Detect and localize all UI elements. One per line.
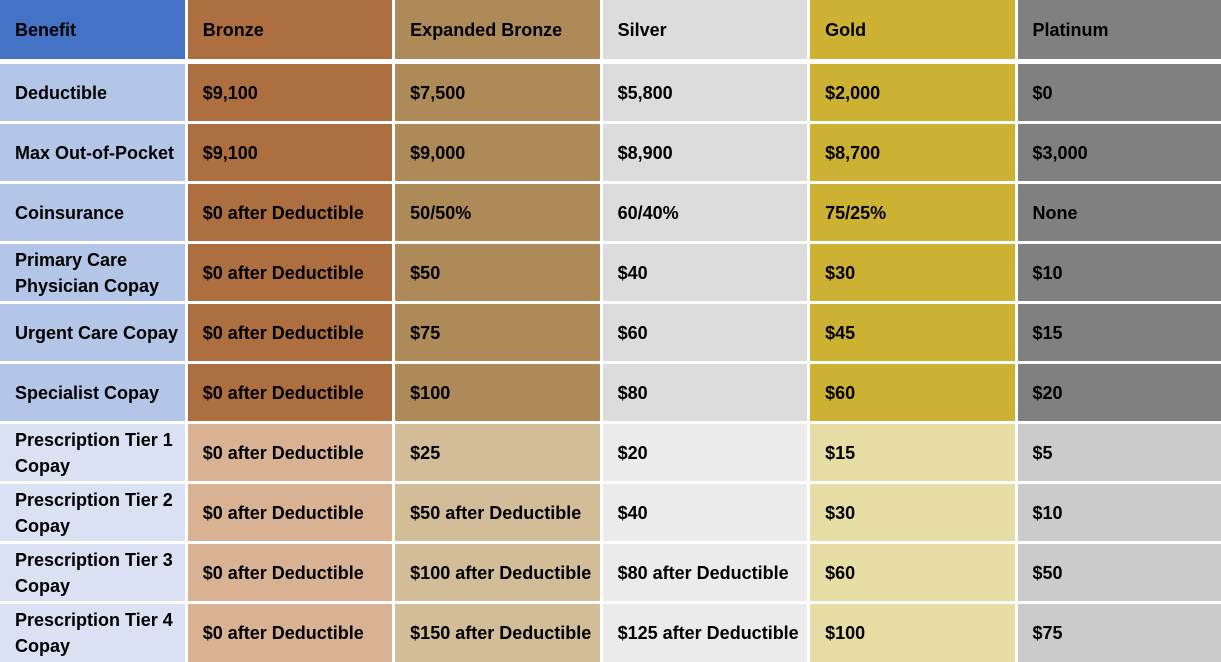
cell-silver: $80	[602, 364, 808, 421]
table-row-max-out-of-pocket: Max Out-of-Pocket $9,100 $9,000 $8,900 $…	[0, 124, 1221, 181]
cell-gold: $30	[810, 484, 1015, 541]
cell-bronze: $0 after Deductible	[187, 364, 393, 421]
table-row-rx-tier-3: Prescription Tier 3 Copay $0 after Deduc…	[0, 544, 1221, 601]
cell-bronze: $9,100	[187, 124, 393, 181]
cell-gold: 75/25%	[810, 184, 1015, 241]
cell-platinum: $0	[1017, 64, 1221, 121]
cell-platinum: $15	[1017, 304, 1221, 361]
row-label: Primary Care Physician Copay	[0, 244, 185, 301]
header-row: Benefit Bronze Expanded Bronze Silver Go…	[0, 0, 1221, 59]
table-row-rx-tier-1: Prescription Tier 1 Copay $0 after Deduc…	[0, 424, 1221, 481]
cell-platinum: $20	[1017, 364, 1221, 421]
cell-gold: $30	[810, 244, 1015, 301]
cell-bronze: $0 after Deductible	[187, 244, 393, 301]
cell-platinum: $50	[1017, 544, 1221, 601]
cell-platinum: $5	[1017, 424, 1221, 481]
cell-silver: $125 after Deductible	[602, 604, 808, 662]
header-expanded-bronze: Expanded Bronze	[395, 0, 600, 59]
cell-platinum: $3,000	[1017, 124, 1221, 181]
cell-gold: $15	[810, 424, 1015, 481]
table-row-rx-tier-2: Prescription Tier 2 Copay $0 after Deduc…	[0, 484, 1221, 541]
cell-gold: $100	[810, 604, 1015, 662]
table-row-coinsurance: Coinsurance $0 after Deductible 50/50% 6…	[0, 184, 1221, 241]
cell-gold: $8,700	[810, 124, 1015, 181]
header-benefit: Benefit	[0, 0, 185, 59]
header-platinum: Platinum	[1017, 0, 1221, 59]
cell-bronze: $0 after Deductible	[187, 544, 393, 601]
cell-platinum: $75	[1017, 604, 1221, 662]
cell-silver: $40	[602, 244, 808, 301]
cell-expanded-bronze: 50/50%	[395, 184, 600, 241]
cell-silver: $40	[602, 484, 808, 541]
row-label: Coinsurance	[0, 184, 185, 241]
cell-bronze: $0 after Deductible	[187, 604, 393, 662]
cell-expanded-bronze: $50 after Deductible	[395, 484, 600, 541]
cell-expanded-bronze: $50	[395, 244, 600, 301]
cell-expanded-bronze: $25	[395, 424, 600, 481]
table-row-urgent-care: Urgent Care Copay $0 after Deductible $7…	[0, 304, 1221, 361]
cell-silver: 60/40%	[602, 184, 808, 241]
header-silver: Silver	[602, 0, 808, 59]
cell-expanded-bronze: $100 after Deductible	[395, 544, 600, 601]
cell-bronze: $9,100	[187, 64, 393, 121]
row-label: Prescription Tier 3 Copay	[0, 544, 185, 601]
header-bronze: Bronze	[187, 0, 393, 59]
row-label: Deductible	[0, 64, 185, 121]
cell-silver: $8,900	[602, 124, 808, 181]
cell-gold: $2,000	[810, 64, 1015, 121]
cell-expanded-bronze: $100	[395, 364, 600, 421]
cell-expanded-bronze: $9,000	[395, 124, 600, 181]
cell-expanded-bronze: $75	[395, 304, 600, 361]
cell-bronze: $0 after Deductible	[187, 424, 393, 481]
cell-bronze: $0 after Deductible	[187, 184, 393, 241]
cell-silver: $5,800	[602, 64, 808, 121]
table-row-primary-care: Primary Care Physician Copay $0 after De…	[0, 244, 1221, 301]
cell-platinum: $10	[1017, 484, 1221, 541]
cell-silver: $60	[602, 304, 808, 361]
table-row-specialist: Specialist Copay $0 after Deductible $10…	[0, 364, 1221, 421]
cell-bronze: $0 after Deductible	[187, 304, 393, 361]
cell-expanded-bronze: $7,500	[395, 64, 600, 121]
cell-expanded-bronze: $150 after Deductible	[395, 604, 600, 662]
cell-gold: $45	[810, 304, 1015, 361]
row-label: Prescription Tier 4 Copay	[0, 604, 185, 662]
cell-bronze: $0 after Deductible	[187, 484, 393, 541]
cell-platinum: None	[1017, 184, 1221, 241]
row-label: Prescription Tier 2 Copay	[0, 484, 185, 541]
cell-silver: $80 after Deductible	[602, 544, 808, 601]
row-label: Prescription Tier 1 Copay	[0, 424, 185, 481]
table-row-rx-tier-4: Prescription Tier 4 Copay $0 after Deduc…	[0, 604, 1221, 662]
cell-silver: $20	[602, 424, 808, 481]
cell-gold: $60	[810, 544, 1015, 601]
row-label: Specialist Copay	[0, 364, 185, 421]
cell-platinum: $10	[1017, 244, 1221, 301]
table-row-deductible: Deductible $9,100 $7,500 $5,800 $2,000 $…	[0, 64, 1221, 121]
row-label: Urgent Care Copay	[0, 304, 185, 361]
row-label: Max Out-of-Pocket	[0, 124, 185, 181]
cell-gold: $60	[810, 364, 1015, 421]
header-gold: Gold	[810, 0, 1015, 59]
